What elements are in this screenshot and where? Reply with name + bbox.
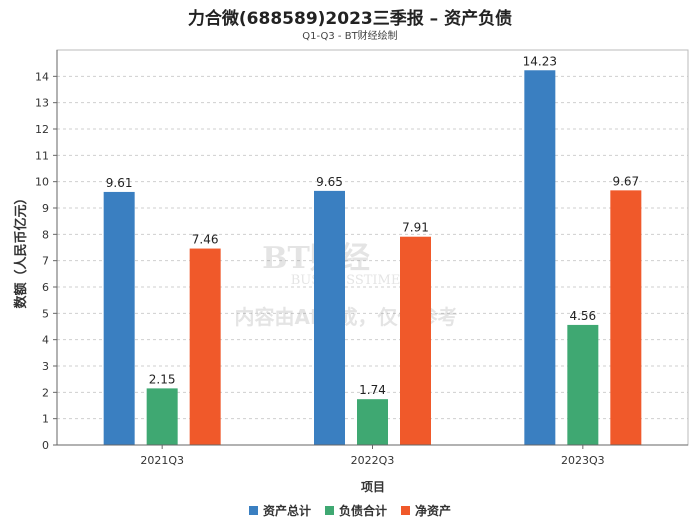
legend-swatch: [324, 506, 334, 515]
legend-label: 负债合计: [338, 504, 387, 518]
y-tick-label: 0: [42, 439, 49, 452]
data-label: 7.91: [402, 221, 429, 235]
y-tick-label: 3: [42, 360, 49, 373]
data-label: 1.74: [359, 383, 386, 397]
chart-subtitle: Q1-Q3 - BT财经绘制: [302, 31, 398, 42]
data-label: 14.23: [523, 54, 557, 68]
legend-item: 净资产: [401, 502, 451, 519]
legend-item: 负债合计: [324, 502, 387, 519]
chart-title: 力合微(688589)2023三季报 – 资产负债: [187, 9, 513, 29]
y-tick-label: 10: [35, 176, 49, 189]
y-tick-label: 8: [42, 228, 49, 241]
data-label: 4.56: [569, 309, 596, 323]
y-tick-label: 4: [42, 334, 49, 347]
data-label: 7.46: [192, 233, 219, 247]
bar-2021Q3-净资产: [189, 248, 221, 445]
y-tick-label: 12: [35, 123, 49, 136]
y-tick-label: 11: [35, 149, 49, 162]
x-axis-label: 项目: [361, 480, 385, 494]
bar-2022Q3-净资产: [400, 236, 431, 445]
y-tick-label: 2: [42, 386, 49, 399]
y-tick-label: 13: [35, 97, 49, 110]
x-tick-label: 2022Q3: [351, 454, 395, 467]
bar-2023Q3-资产总计: [524, 70, 556, 445]
data-label: 9.65: [316, 175, 343, 189]
watermark-logo-sub: BUSINESSTIMES: [291, 273, 410, 288]
bar-2021Q3-资产总计: [103, 191, 135, 445]
bars: [103, 70, 642, 445]
y-tick-label: 7: [42, 255, 49, 268]
data-labels: 9.61 2.15 7.46 9.65 1.74 7.91 14.23 4.56 9.67: [106, 54, 639, 397]
legend-label: 净资产: [415, 504, 452, 518]
x-tick-label: 2023Q3: [561, 454, 605, 467]
data-label: 9.61: [106, 176, 133, 190]
bar-2023Q3-负债合计: [567, 324, 599, 445]
bar-2021Q3-负债合计: [146, 388, 178, 445]
legend: 资产总计 负债合计 净资产: [0, 502, 700, 519]
legend-label: 资产总计: [262, 504, 311, 518]
y-tick-label: 9: [42, 202, 49, 215]
y-tick-label: 14: [35, 70, 49, 83]
bar-2023Q3-净资产: [610, 190, 642, 445]
bar-2022Q3-负债合计: [357, 399, 388, 445]
bar-2022Q3-资产总计: [314, 190, 345, 445]
y-tick-label: 6: [42, 281, 49, 294]
legend-swatch: [248, 506, 258, 515]
data-label: 9.67: [612, 174, 639, 188]
data-label: 2.15: [149, 372, 176, 386]
legend-swatch: [401, 506, 410, 515]
legend-item: 资产总计: [248, 502, 311, 519]
y-axis-label: 数额（人民币亿元）: [13, 191, 29, 308]
y-tick-label: 1: [42, 413, 49, 426]
x-tick-label: 2021Q3: [140, 454, 184, 467]
y-tick-label: 5: [42, 307, 49, 320]
